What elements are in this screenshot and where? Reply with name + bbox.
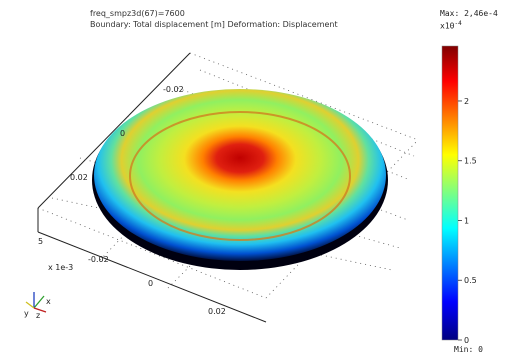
disk-surface <box>94 89 386 261</box>
axis-triad-icon: y z x <box>24 292 51 320</box>
tick-bottom-zero: 0 <box>148 279 153 288</box>
plot-title-line2: Boundary: Total displacement [m] Deforma… <box>90 20 338 29</box>
colorbar-exponent: x10-4 <box>440 19 498 32</box>
colorbar-max-text: Max: 2,46e-4 <box>440 9 498 18</box>
tick-mid: 0 <box>120 129 125 138</box>
tick-bottom-neg: -0.02 <box>88 255 109 264</box>
colorbar-gradient <box>441 45 459 341</box>
axis-box-solid <box>37 52 267 323</box>
colorbar-min-label: Min: 0 <box>454 345 483 354</box>
colorbar-tick-label: 0 <box>464 336 469 344</box>
colorbar-tick-label: 2 <box>464 97 469 106</box>
colorbar-tick-label: 1 <box>464 216 469 225</box>
colorbar-exponent-base: x10 <box>440 21 455 31</box>
plot-title-block: freq_smpz3d(67)=7600 Boundary: Total dis… <box>90 8 338 30</box>
colorbar: 2 1.5 1 0.5 0 <box>441 45 477 344</box>
colorbar-exponent-power: -4 <box>454 20 462 27</box>
plot-svg: -0.02 0 0.02 -0.02 0 0.02 5 x 1e-3 y z x <box>24 52 419 323</box>
colorbar-max-label: Max: 2,46e-4 x10-4 <box>440 9 498 32</box>
triad-y-label: y <box>24 309 29 318</box>
plot-title-line1: freq_smpz3d(67)=7600 <box>90 9 185 18</box>
tick-left: 0.02 <box>70 173 88 182</box>
tick-bottom-pos: 0.02 <box>208 307 226 316</box>
colorbar-tick-label: 1.5 <box>464 157 477 166</box>
tick-z: 5 <box>38 237 43 246</box>
colorbar-ticks: 2 1.5 1 0.5 0 <box>458 97 477 344</box>
triad-x-label: x <box>46 297 51 306</box>
colorbar-tick-label: 0.5 <box>464 276 477 285</box>
z-scale-label: x 1e-3 <box>48 263 73 272</box>
tick-x-top: -0.02 <box>163 85 184 94</box>
plot-area: -0.02 0 0.02 -0.02 0 0.02 5 x 1e-3 y z x <box>8 30 428 340</box>
triad-z-label: z <box>36 311 40 320</box>
disk-ring <box>129 111 351 241</box>
